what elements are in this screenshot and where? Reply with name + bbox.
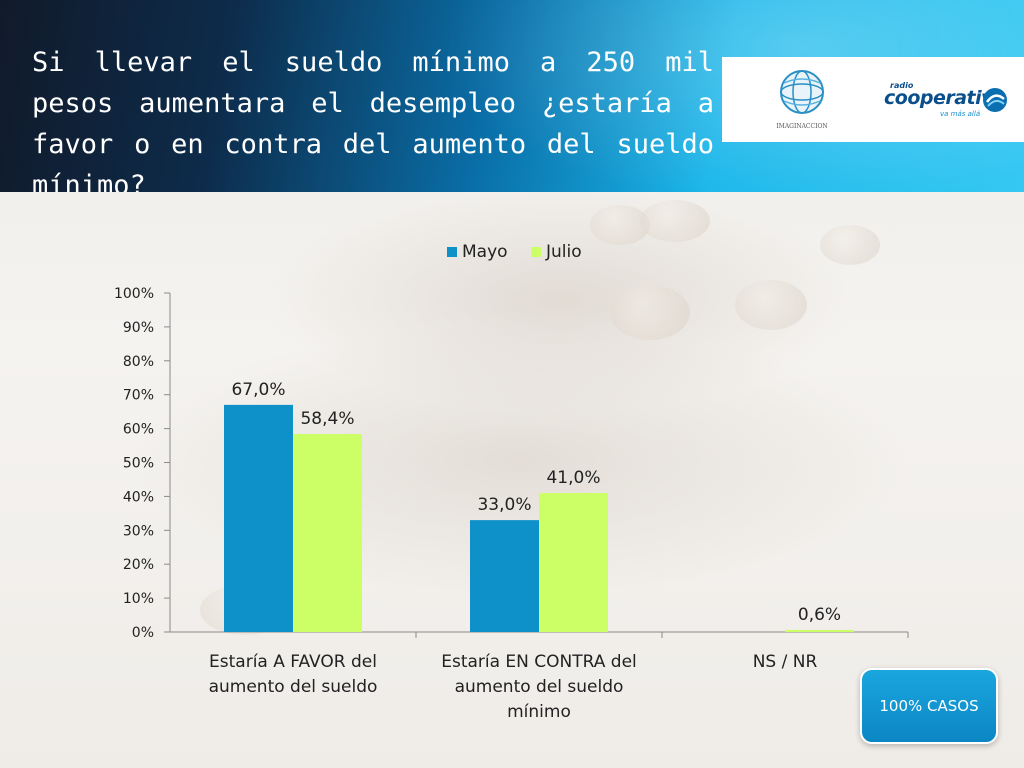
y-tick-label: 20% — [123, 557, 154, 573]
legend-swatch-mayo — [447, 247, 457, 257]
y-tick-label: 40% — [123, 489, 154, 505]
cases-badge-label: 100% CASOS — [879, 697, 979, 715]
cases-badge[interactable]: 100% CASOS — [860, 668, 998, 744]
bar-julio — [293, 434, 362, 632]
category-label: mínimo — [507, 702, 571, 722]
y-tick-label: 50% — [123, 456, 154, 472]
coin-decoration — [735, 280, 807, 330]
cooperativa-tagline: va más allá — [940, 110, 981, 118]
y-tick-label: 90% — [123, 320, 154, 336]
data-label: 41,0% — [546, 468, 600, 488]
y-tick-label: 10% — [123, 591, 154, 607]
coin-decoration — [610, 285, 690, 340]
imaginaccion-wordmark: IMAGINACCION — [776, 123, 828, 130]
legend-label-mayo: Mayo — [462, 242, 508, 262]
data-label: 33,0% — [477, 495, 531, 515]
legend-label-julio: Julio — [545, 242, 582, 262]
coin-decoration — [820, 225, 880, 265]
imaginaccion-logo: IMAGINACCION — [770, 65, 834, 133]
y-tick-label: 60% — [123, 422, 154, 438]
cooperativa-wordmark: cooperativa — [884, 87, 1006, 109]
data-label: 58,4% — [300, 409, 354, 429]
legend-swatch-julio — [531, 247, 541, 257]
slide-title: Si llevar el sueldo mínimo a 250 mil pes… — [32, 47, 714, 192]
data-label: 67,0% — [231, 380, 285, 400]
bar-julio — [539, 493, 608, 632]
bar-mayo — [224, 404, 293, 632]
coin-decoration — [640, 200, 710, 242]
category-label: Estaría EN CONTRA del — [441, 652, 637, 672]
category-label: Estaría A FAVOR del — [209, 652, 377, 672]
bar-mayo — [470, 520, 539, 632]
data-label: 0,6% — [798, 605, 841, 625]
y-tick-label: 100% — [114, 286, 154, 302]
bar-julio — [785, 629, 854, 632]
y-tick-label: 0% — [132, 625, 154, 641]
bar-chart: 0% 10% 20% 30% 40% 50% 60% 70% 80% 90% 100% 67,0% 58… — [114, 242, 909, 722]
category-label: NS / NR — [753, 652, 818, 672]
y-tick-label: 30% — [123, 523, 154, 539]
logo-panel: IMAGINACCION radio cooperativa va más al… — [722, 57, 1024, 142]
globe-icon — [780, 70, 824, 114]
category-label: aumento del sueldo — [455, 677, 624, 697]
cooperativa-radio-text: radio — [890, 81, 914, 90]
category-label: aumento del sueldo — [209, 677, 378, 697]
cooperativa-swirl-icon — [983, 88, 1007, 112]
cooperativa-logo: radio cooperativa va más allá — [884, 81, 1012, 121]
y-tick-label: 70% — [123, 388, 154, 404]
y-tick-label: 80% — [123, 354, 154, 370]
